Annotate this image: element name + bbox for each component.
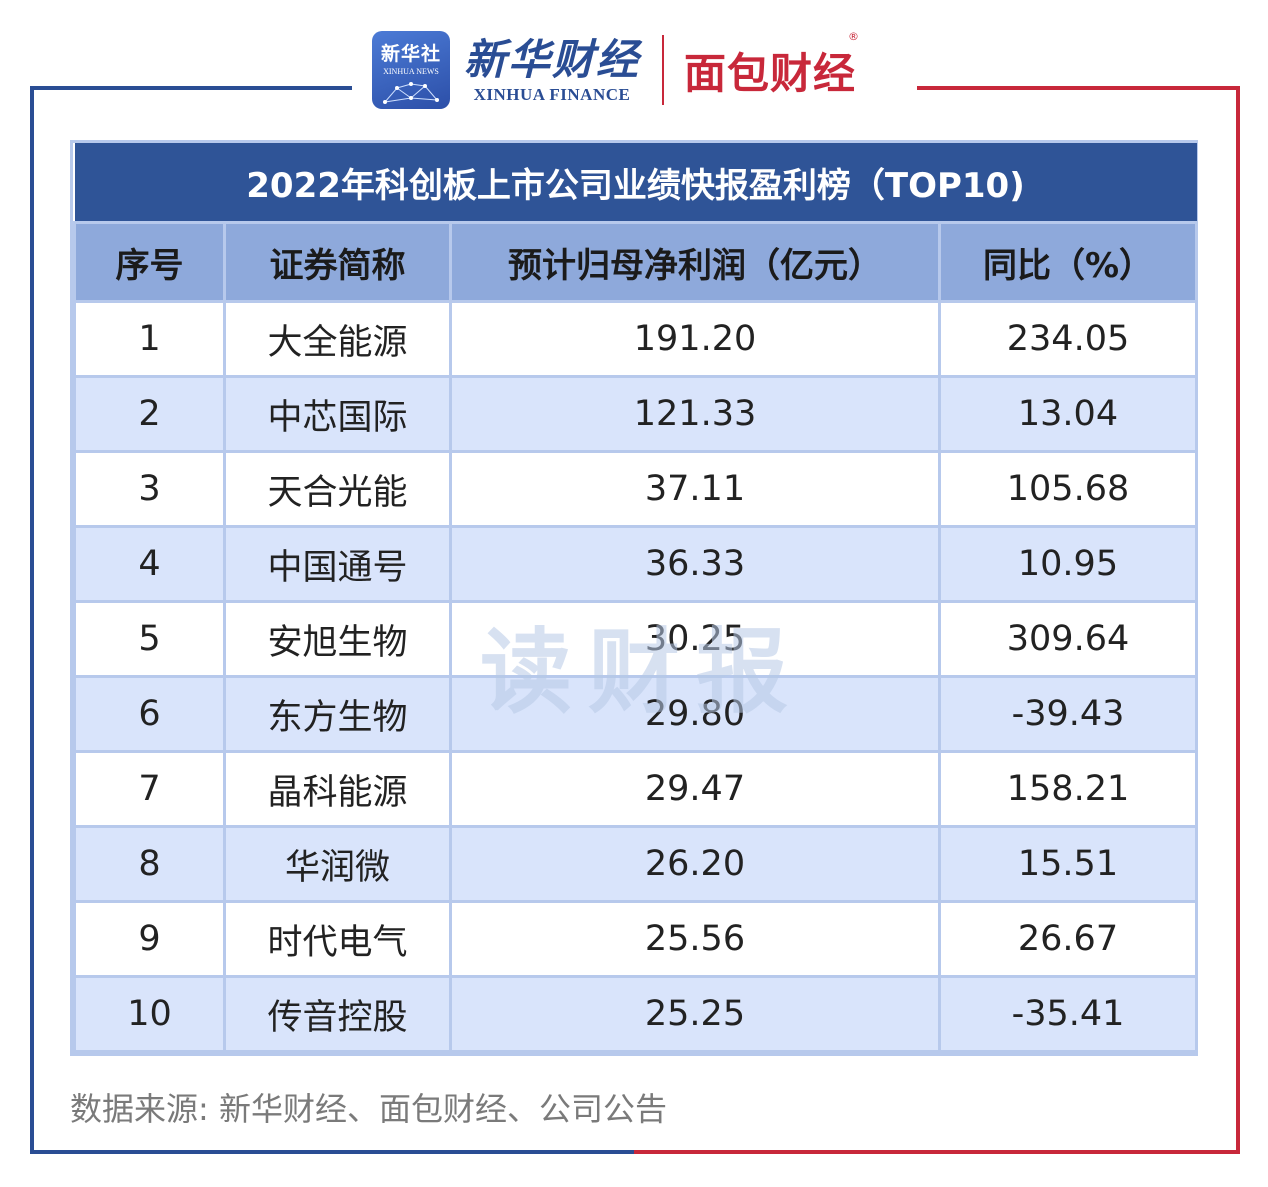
- cell-rank: 10: [73, 975, 226, 1053]
- cell-yoy: 13.04: [938, 375, 1198, 453]
- table-row: 3 天合光能 37.11 105.68: [73, 450, 1198, 528]
- cell-rank: 8: [73, 825, 226, 903]
- cell-rank: 1: [73, 300, 226, 378]
- frame-left-blue: [30, 86, 650, 1154]
- table-row: 1 大全能源 191.20 234.05: [73, 300, 1198, 378]
- registered-mark: ®: [848, 29, 861, 43]
- cell-stock-name: 晶科能源: [223, 750, 452, 828]
- cell-net-profit: 37.11: [449, 450, 941, 528]
- cell-rank: 6: [73, 675, 226, 753]
- cell-yoy: 158.21: [938, 750, 1198, 828]
- cell-rank: 3: [73, 450, 226, 528]
- table-row: 6 东方生物 29.80 -39.43: [73, 675, 1198, 753]
- header-logos: 新华社 XINHUA NEWS 新华财经 XINHUA FINANCE 面包财经…: [352, 24, 917, 116]
- cell-yoy: 15.51: [938, 825, 1198, 903]
- cell-rank: 7: [73, 750, 226, 828]
- frame-right-red: [634, 86, 1240, 1154]
- cell-net-profit: 36.33: [449, 525, 941, 603]
- cell-stock-name: 大全能源: [223, 300, 452, 378]
- column-header-yoy: 同比（%）: [938, 221, 1198, 303]
- table-row: 4 中国通号 36.33 10.95: [73, 525, 1198, 603]
- table-header-row: 序号 证券简称 预计归母净利润（亿元） 同比（%）: [73, 221, 1198, 303]
- cell-stock-name: 东方生物: [223, 675, 452, 753]
- table-title: 2022年科创板上市公司业绩快报盈利榜（TOP10): [74, 143, 1197, 223]
- cell-net-profit: 25.56: [449, 900, 941, 978]
- cell-net-profit: 29.80: [449, 675, 941, 753]
- cell-stock-name: 安旭生物: [223, 600, 452, 678]
- cell-rank: 2: [73, 375, 226, 453]
- cell-yoy: 105.68: [938, 450, 1198, 528]
- cell-net-profit: 25.25: [449, 975, 941, 1053]
- cell-yoy: 309.64: [938, 600, 1198, 678]
- logo-divider: [662, 35, 665, 105]
- ranking-table-container: 2022年科创板上市公司业绩快报盈利榜（TOP10) 序号 证券简称 预计归母净…: [70, 140, 1198, 1056]
- column-header-rank: 序号: [73, 221, 226, 303]
- table-row: 8 华润微 26.20 15.51: [73, 825, 1198, 903]
- cell-net-profit: 191.20: [449, 300, 941, 378]
- table-row: 2 中芯国际 121.33 13.04: [73, 375, 1198, 453]
- cell-net-profit: 26.20: [449, 825, 941, 903]
- cell-stock-name: 中国通号: [223, 525, 452, 603]
- table-row: 10 传音控股 25.25 -35.41: [73, 975, 1198, 1053]
- table-row: 7 晶科能源 29.47 158.21: [73, 750, 1198, 828]
- xinhua-finance-logo: 新华财经 XINHUA FINANCE: [464, 35, 641, 104]
- data-source-note: 数据来源: 新华财经、面包财经、公司公告: [70, 1090, 667, 1128]
- mianbao-finance-logo: 面包财经 ®: [684, 29, 861, 98]
- cell-rank: 5: [73, 600, 226, 678]
- cell-yoy: -35.41: [938, 975, 1198, 1053]
- cell-stock-name: 华润微: [223, 825, 452, 903]
- cell-stock-name: 中芯国际: [223, 375, 452, 453]
- column-header-net-profit: 预计归母净利润（亿元）: [449, 221, 941, 303]
- cell-stock-name: 时代电气: [223, 900, 452, 978]
- cell-rank: 9: [73, 900, 226, 978]
- table-row: 9 时代电气 25.56 26.67: [73, 900, 1198, 978]
- cell-yoy: 10.95: [938, 525, 1198, 603]
- xinhua-news-logo: 新华社 XINHUA NEWS: [372, 31, 450, 109]
- network-globe-icon: [383, 82, 439, 104]
- column-header-stock-name: 证券简称: [223, 221, 452, 303]
- cell-net-profit: 30.25: [449, 600, 941, 678]
- cell-yoy: -39.43: [938, 675, 1198, 753]
- cell-stock-name: 天合光能: [223, 450, 452, 528]
- cell-net-profit: 121.33: [449, 375, 941, 453]
- cell-rank: 4: [73, 525, 226, 603]
- table-row: 5 安旭生物 30.25 309.64: [73, 600, 1198, 678]
- cell-yoy: 234.05: [938, 300, 1198, 378]
- cell-yoy: 26.67: [938, 900, 1198, 978]
- ranking-table: 2022年科创板上市公司业绩快报盈利榜（TOP10) 序号 证券简称 预计归母净…: [73, 143, 1198, 1053]
- cell-net-profit: 29.47: [449, 750, 941, 828]
- cell-stock-name: 传音控股: [223, 975, 452, 1053]
